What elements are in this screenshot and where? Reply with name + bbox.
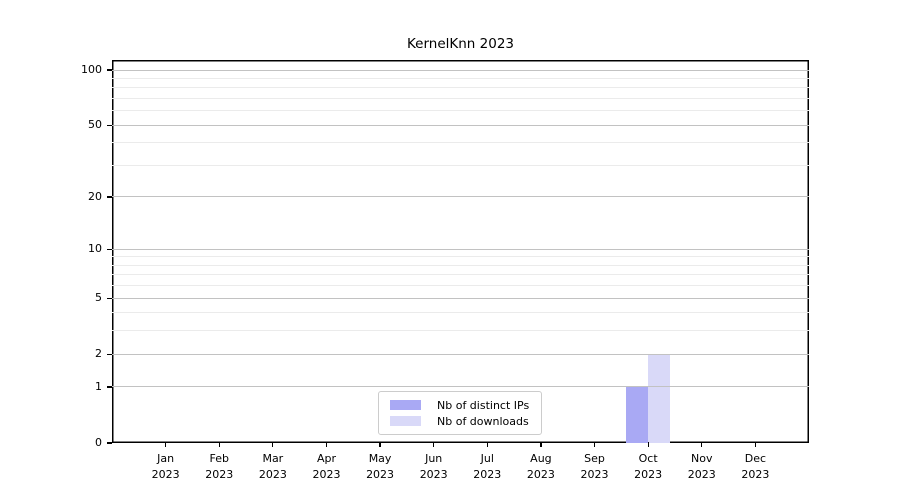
legend-entry: Nb of distinct IPs xyxy=(387,397,533,413)
legend: Nb of distinct IPs Nb of downloads xyxy=(378,391,542,435)
gridline-major xyxy=(112,69,809,71)
gridline-minor xyxy=(112,312,809,314)
y-tick-mark xyxy=(107,124,112,126)
x-tick-mark xyxy=(701,442,703,447)
x-tick-mark xyxy=(433,442,435,447)
y-tick-label: 20 xyxy=(88,189,102,203)
gridline-minor xyxy=(112,110,809,112)
gridline-major xyxy=(112,248,809,250)
x-tick-mark xyxy=(325,442,328,447)
x-tick-label: Sep 2023 xyxy=(580,452,609,481)
x-tick-mark xyxy=(754,442,757,447)
legend-label: Nb of downloads xyxy=(437,414,529,428)
x-tick-label: Feb 2023 xyxy=(205,452,234,481)
gridline-minor xyxy=(112,274,809,276)
legend-entry: Nb of downloads xyxy=(387,413,533,429)
x-tick-label: Jun 2023 xyxy=(419,452,448,481)
x-tick-label: Apr 2023 xyxy=(312,452,341,481)
y-tick-mark xyxy=(107,386,112,388)
bar-nb-of-downloads xyxy=(648,354,671,443)
legend-swatch xyxy=(390,416,421,426)
gridline-major xyxy=(112,386,809,388)
gridline-minor xyxy=(112,256,809,258)
gridline-minor xyxy=(112,285,809,287)
gridline-minor xyxy=(112,330,809,332)
y-tick-mark xyxy=(107,196,112,198)
chart-title: KernelKnn 2023 xyxy=(406,36,515,52)
x-tick-mark xyxy=(379,442,381,447)
x-tick-label: Nov 2023 xyxy=(687,452,716,481)
y-tick-label: 0 xyxy=(95,436,102,449)
x-tick-mark xyxy=(540,442,542,447)
y-tick-label: 1 xyxy=(95,379,102,393)
gridline-major xyxy=(112,353,809,355)
y-tick-label: 5 xyxy=(95,291,102,305)
gridline-minor xyxy=(112,97,809,99)
x-tick-mark xyxy=(164,442,167,447)
bar-nb-of-distinct-ips xyxy=(626,386,649,443)
x-tick-label: Mar 2023 xyxy=(258,452,287,481)
x-tick-mark xyxy=(486,442,488,447)
legend-swatch xyxy=(390,400,421,410)
y-tick-mark xyxy=(107,297,112,299)
y-tick-mark xyxy=(107,442,112,444)
x-tick-label: Dec 2023 xyxy=(741,452,770,481)
x-tick-mark xyxy=(272,442,274,447)
x-tick-label: Aug 2023 xyxy=(526,452,555,481)
gridline-minor xyxy=(112,142,809,144)
plot-area: Nb of distinct IPs Nb of downloads xyxy=(112,60,809,443)
gridline-minor xyxy=(112,77,809,79)
y-tick-label: 50 xyxy=(88,118,102,132)
x-tick-mark xyxy=(218,442,220,447)
legend-label: Nb of distinct IPs xyxy=(437,398,530,412)
x-tick-label: Oct 2023 xyxy=(634,452,663,481)
x-tick-mark xyxy=(647,442,649,447)
y-tick-mark xyxy=(107,69,112,71)
y-tick-label: 10 xyxy=(88,242,102,256)
gridline-minor xyxy=(112,264,809,266)
y-tick-label: 100 xyxy=(81,63,102,76)
gridline-minor xyxy=(112,164,809,166)
gridline-major xyxy=(112,124,809,126)
y-tick-mark xyxy=(107,353,112,355)
x-tick-label: May 2023 xyxy=(366,452,395,481)
gridline-major xyxy=(112,297,809,299)
gridline-major xyxy=(112,196,809,198)
y-tick-mark xyxy=(107,248,112,250)
y-tick-label: 2 xyxy=(95,347,102,361)
x-tick-label: Jul 2023 xyxy=(473,452,502,481)
gridline-minor xyxy=(112,87,809,89)
x-tick-label: Jan 2023 xyxy=(151,452,180,481)
x-tick-mark xyxy=(593,442,596,447)
